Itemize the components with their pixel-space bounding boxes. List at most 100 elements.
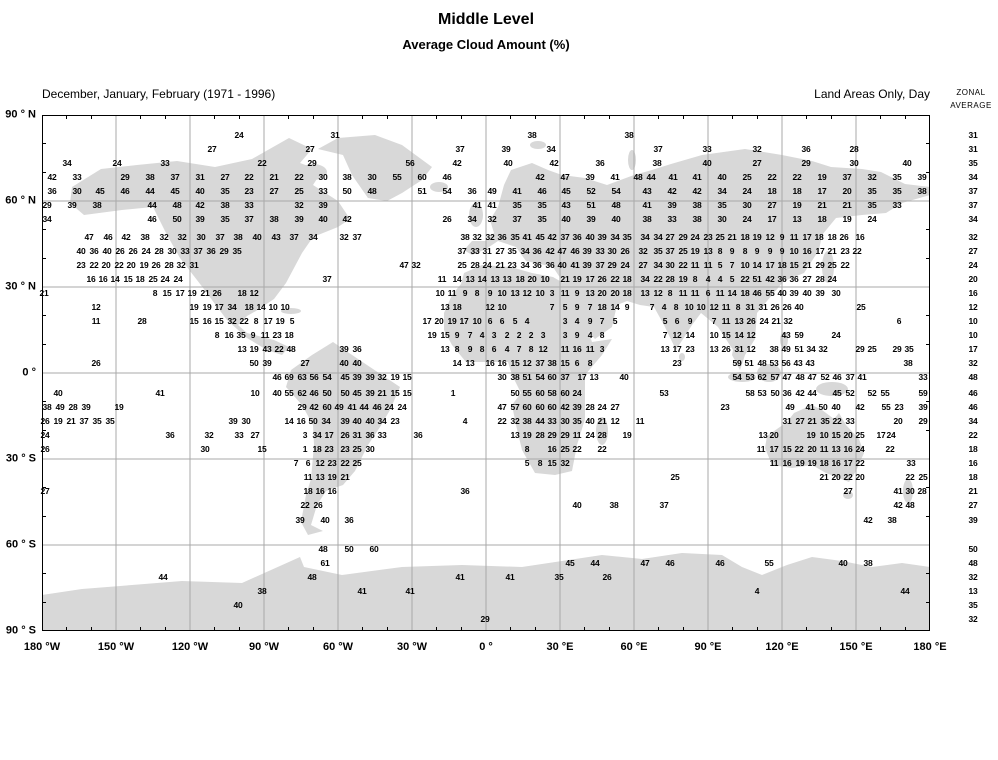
grid-value: 30: [200, 444, 210, 454]
grid-value: 15: [721, 330, 731, 340]
season-label: December, January, February (1971 - 1996…: [42, 87, 276, 101]
grid-value: 17: [815, 246, 825, 256]
grid-value: 32: [487, 214, 497, 224]
zonal-average-value: 46: [968, 402, 978, 412]
grid-value: 42: [549, 158, 559, 168]
grid-value: 19: [189, 302, 199, 312]
grid-value: 43: [642, 186, 652, 196]
grid-value: 18: [777, 260, 787, 270]
grid-value: 53: [769, 358, 779, 368]
grid-value: 54: [535, 372, 545, 382]
grid-value: 24: [482, 260, 492, 270]
grid-value: 34: [321, 416, 331, 426]
lat-axis-label: 0 °: [22, 366, 36, 379]
grid-value: 8: [673, 302, 679, 312]
grid-value: 57: [770, 372, 780, 382]
grid-value: 18: [814, 232, 824, 242]
grid-value: 6: [896, 316, 902, 326]
grid-value: 24: [827, 274, 837, 284]
grid-value: 48: [611, 200, 621, 210]
grid-value: 39: [294, 214, 304, 224]
grid-value: 8: [667, 288, 673, 298]
grid-value: 24: [397, 402, 407, 412]
lat-axis-label: 30 ° N: [5, 280, 36, 293]
grid-value: 56: [781, 358, 791, 368]
grid-value: 26: [91, 358, 101, 368]
grid-value: 24: [742, 186, 752, 196]
grid-value: 38: [269, 214, 279, 224]
grid-value: 31: [195, 172, 205, 182]
grid-value: 19: [817, 172, 827, 182]
grid-value: 11: [703, 260, 713, 270]
grid-value: 13: [315, 472, 325, 482]
grid-value: 40: [102, 246, 112, 256]
grid-value: 20: [855, 472, 865, 482]
grid-value: 2: [528, 330, 534, 340]
grid-value: 16: [843, 444, 853, 454]
grid-value: 19: [792, 200, 802, 210]
grid-value: 17: [175, 288, 185, 298]
grid-value: 60: [535, 402, 545, 412]
grid-value: 39: [195, 214, 205, 224]
grid-value: 22: [885, 444, 895, 454]
grid-value: 36: [344, 515, 354, 525]
grid-value: 22: [572, 444, 582, 454]
grid-value: 14: [284, 416, 294, 426]
grid-value: 54: [732, 372, 742, 382]
grid-value: 38: [257, 586, 267, 596]
grid-value: 22: [239, 316, 249, 326]
grid-value: 14: [452, 274, 462, 284]
lat-axis-label: 30 ° S: [5, 452, 36, 465]
grid-value: 17: [324, 430, 334, 440]
grid-value: 38: [769, 344, 779, 354]
grid-value: 25: [457, 260, 467, 270]
grid-value: 17: [769, 444, 779, 454]
grid-value: 37: [457, 246, 467, 256]
grid-value: 40: [53, 388, 63, 398]
grid-value: 39: [572, 402, 582, 412]
grid-value: 40: [252, 232, 262, 242]
grid-value: 11: [585, 344, 595, 354]
grid-value: 7: [599, 316, 605, 326]
grid-value: 14: [452, 358, 462, 368]
zonal-average-value: 32: [968, 614, 978, 624]
grid-value: 6: [305, 458, 311, 468]
island-new-zealand: [903, 479, 913, 503]
grid-value: 16: [802, 246, 812, 256]
grid-value: 29: [297, 402, 307, 412]
grid-value: 37: [560, 372, 570, 382]
grid-value: 19: [795, 458, 805, 468]
grid-value: 19: [622, 430, 632, 440]
grid-value: 46: [570, 246, 580, 256]
grid-value: 53: [757, 388, 767, 398]
grid-value: 48: [633, 172, 643, 182]
grid-value: 36: [545, 260, 555, 270]
grid-value: 46: [537, 186, 547, 196]
grid-value: 27: [40, 486, 50, 496]
grid-value: 12: [653, 288, 663, 298]
zonal-average-value: 39: [968, 515, 978, 525]
grid-value: 38: [917, 186, 927, 196]
grid-value: 35: [554, 572, 564, 582]
grid-value: 39: [339, 344, 349, 354]
grid-value: 48: [905, 500, 915, 510]
grid-value: 32: [818, 344, 828, 354]
grid-value: 15: [782, 444, 792, 454]
lon-axis-label: 0 °: [479, 641, 493, 653]
grid-value: 40: [352, 358, 362, 368]
grid-value: 31: [734, 344, 744, 354]
grid-value: 51: [752, 274, 762, 284]
grid-value: 28: [535, 430, 545, 440]
grid-value: 37: [512, 214, 522, 224]
map-gridlines: [42, 115, 930, 631]
grid-value: 32: [867, 172, 877, 182]
grid-value: 12: [746, 344, 756, 354]
grid-value: 13: [589, 372, 599, 382]
grid-value: 41: [857, 372, 867, 382]
grid-value: 36: [782, 388, 792, 398]
grid-value: 33: [244, 200, 254, 210]
grid-value: 10: [268, 302, 278, 312]
grid-value: 40: [365, 416, 375, 426]
grid-value: 47: [640, 558, 650, 568]
grid-value: 18: [284, 330, 294, 340]
